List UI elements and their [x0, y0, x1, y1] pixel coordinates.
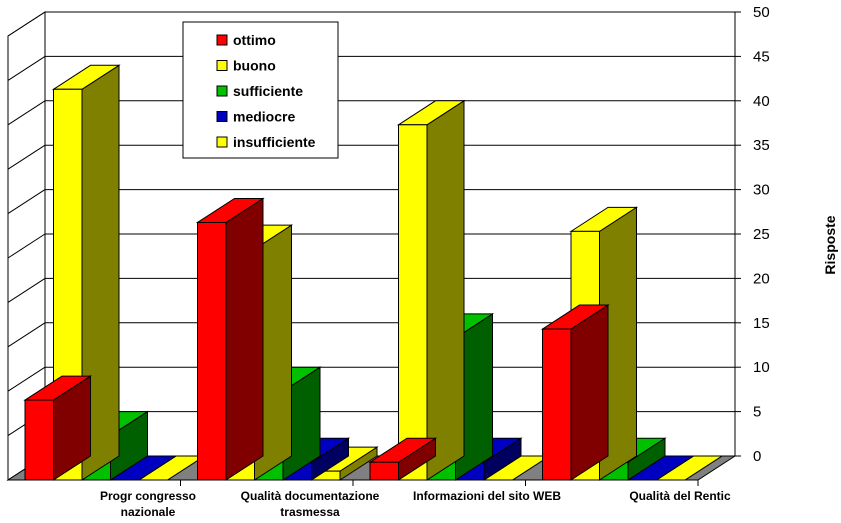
- legend-entry: sufficiente: [233, 83, 303, 99]
- gridline-depth: [7, 277, 46, 303]
- y-tick-label: 40: [753, 93, 770, 110]
- bar: [23, 375, 93, 481]
- bars: [23, 64, 724, 481]
- y-tick-label: 10: [753, 359, 770, 376]
- bar: [195, 197, 265, 481]
- bar: [368, 437, 438, 481]
- bar-front: [24, 399, 54, 481]
- category-labels: Progr congresso nazionale Qualità document…: [100, 480, 731, 519]
- y-tick-label: 50: [753, 4, 770, 21]
- y-tick-label: 45: [753, 48, 770, 65]
- bar-side: [570, 304, 609, 481]
- bar-side: [426, 99, 465, 481]
- y-tick-label: 0: [753, 448, 761, 465]
- y-tick-label: 25: [753, 226, 770, 243]
- bar-front: [197, 221, 227, 481]
- gridline-depth: [7, 11, 46, 37]
- x-tick-label-line: Progr congresso: [100, 489, 196, 503]
- legend-entry: insufficiente: [233, 134, 316, 150]
- y-axis-title: Risposte: [822, 215, 838, 274]
- gridline-depth: [7, 366, 46, 392]
- x-tick-label-line: trasmessa: [280, 505, 340, 519]
- y-tick-label: 30: [753, 182, 770, 199]
- legend-entry: buono: [233, 58, 276, 74]
- x-tick-label-line: Qualità documentazione: [241, 489, 380, 503]
- gridline-depth: [7, 322, 46, 348]
- gridline-depth: [7, 233, 46, 259]
- x-tick-label: Qualità del Rentic: [629, 489, 731, 503]
- legend-swatch: [216, 34, 228, 46]
- gridline-depth: [7, 144, 46, 170]
- legend-entry: ottimo: [233, 32, 276, 48]
- x-tick-label-line: nazionale: [121, 505, 176, 519]
- x-tick-label: Progr congresso nazionale: [100, 489, 196, 519]
- y-tick-label: 15: [753, 315, 770, 332]
- legend: ottimo buono sufficiente mediocre insufficie…: [182, 21, 339, 159]
- y-tick-label: 20: [753, 270, 770, 287]
- legend-swatch: [216, 111, 228, 122]
- value-axis: 0 5 10 15 20 25 30 35 40 45 50: [734, 4, 770, 465]
- legend-swatch: [216, 136, 228, 148]
- gridline-depth: [7, 55, 46, 81]
- legend-swatch: [216, 60, 228, 71]
- bar-front: [369, 461, 399, 481]
- bar: [396, 99, 466, 481]
- x-tick-label-line: Qualità del Rentic: [629, 489, 731, 503]
- bar-side: [225, 197, 264, 481]
- x-tick-label: Qualità documentazione trasmessa: [241, 489, 380, 519]
- y-tick-label: 35: [753, 137, 770, 154]
- gridline-depth: [7, 189, 46, 215]
- bar-front: [398, 124, 428, 481]
- bar: [540, 304, 610, 481]
- legend-box: [182, 21, 339, 159]
- bar-front: [542, 328, 572, 481]
- x-tick-label: Informazioni del sito WEB: [413, 489, 561, 503]
- legend-entry: mediocre: [233, 109, 295, 125]
- gridline-depth: [7, 100, 46, 126]
- legend-swatch: [216, 85, 228, 97]
- x-tick-label-line: Informazioni del sito WEB: [413, 489, 561, 503]
- y-tick-label: 5: [753, 404, 761, 421]
